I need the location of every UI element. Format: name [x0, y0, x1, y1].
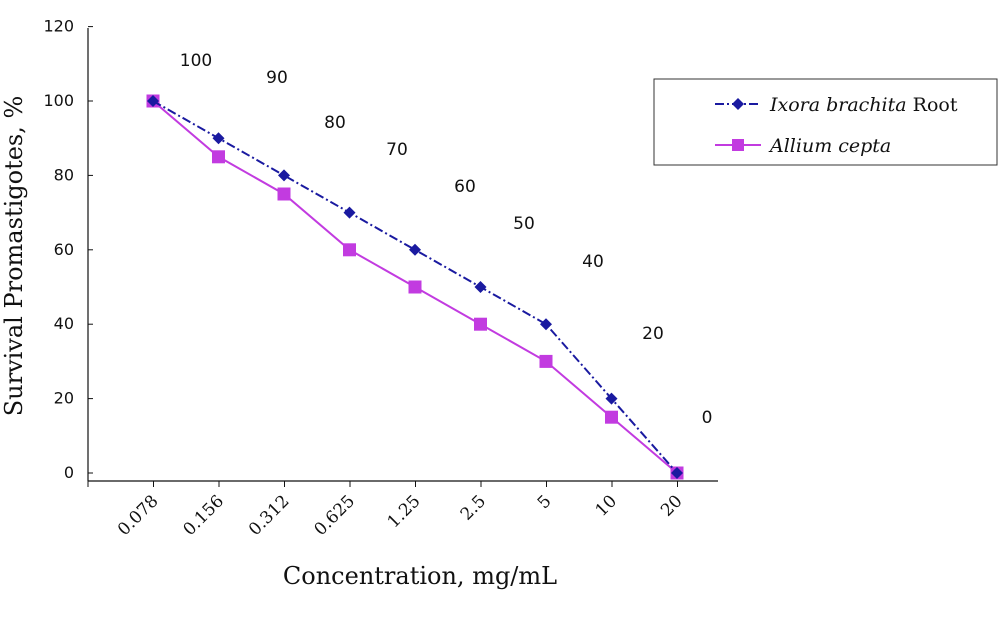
data-point-square: [474, 317, 487, 331]
x-tick-label: 20: [657, 491, 686, 520]
data-point-diamond: [212, 132, 225, 145]
value-annotation: 40: [582, 252, 604, 272]
legend-label-italic: Allium cepta: [768, 135, 891, 157]
legend-marker-square: [732, 139, 744, 151]
data-point-square: [408, 280, 422, 294]
x-tick-label: 0.156: [179, 491, 228, 540]
data-point-diamond: [671, 467, 683, 479]
data-point-square: [212, 150, 225, 164]
x-tick-label: 1.25: [384, 491, 425, 532]
data-point-diamond: [540, 318, 552, 331]
value-annotation: 80: [324, 113, 346, 133]
value-annotations: 100 90 80 70 60 50 40 20 0: [180, 51, 713, 428]
value-annotation: 60: [454, 177, 476, 197]
value-annotation: 100: [180, 51, 212, 71]
legend-box: [653, 78, 998, 166]
series-group: [146, 94, 684, 480]
value-annotation: 90: [266, 68, 288, 88]
data-point-diamond: [409, 243, 421, 256]
data-point-diamond: [278, 169, 290, 182]
data-point-diamond: [474, 281, 487, 293]
data-point-square: [343, 243, 356, 257]
x-tick-label: 10: [592, 491, 621, 520]
data-point-square: [539, 354, 553, 368]
data-point-diamond: [605, 392, 618, 405]
y-tick-label: 0: [64, 463, 74, 482]
x-tick-label: 0.078: [114, 491, 163, 540]
data-point-square: [277, 187, 291, 201]
data-point-diamond: [343, 206, 356, 219]
legend-marker-diamond: [732, 98, 744, 110]
y-ticks: 0 20 40 60 80 100 120: [43, 17, 93, 482]
x-tick-label: 0.312: [245, 491, 294, 540]
x-tick-label: 0.625: [310, 491, 359, 540]
y-tick-label: 80: [54, 165, 74, 184]
legend-label-italic: Ixora brachita: [769, 94, 907, 116]
value-annotation: 70: [386, 140, 408, 160]
x-ticks: 0.078 0.156 0.312 0.625 1.25 2.5 5 10 20: [87, 481, 687, 540]
x-tick-label: 2.5: [457, 491, 490, 524]
data-point-diamond: [147, 95, 159, 107]
legend-label: Allium cepta: [768, 135, 891, 157]
y-tick-label: 20: [54, 389, 74, 408]
value-annotation: 20: [642, 324, 664, 344]
y-tick-label: 60: [54, 240, 74, 259]
data-point-square: [605, 410, 618, 424]
axes: [87, 28, 718, 482]
legend: Ixora brachita Root Allium cepta: [653, 78, 998, 166]
value-annotation: 0: [702, 408, 713, 428]
legend-label-suffix: Root: [907, 94, 958, 116]
x-tick-label: 5: [534, 491, 556, 513]
x-axis-title: Concentration, mg/mL: [283, 562, 557, 590]
y-tick-label: 100: [43, 91, 74, 110]
value-annotation: 50: [513, 214, 535, 234]
legend-label: Ixora brachita Root: [769, 94, 958, 116]
y-tick-label: 40: [54, 314, 74, 333]
y-tick-label: 120: [43, 17, 74, 36]
y-axis-title: Survival Promastigotes, %: [0, 96, 28, 417]
